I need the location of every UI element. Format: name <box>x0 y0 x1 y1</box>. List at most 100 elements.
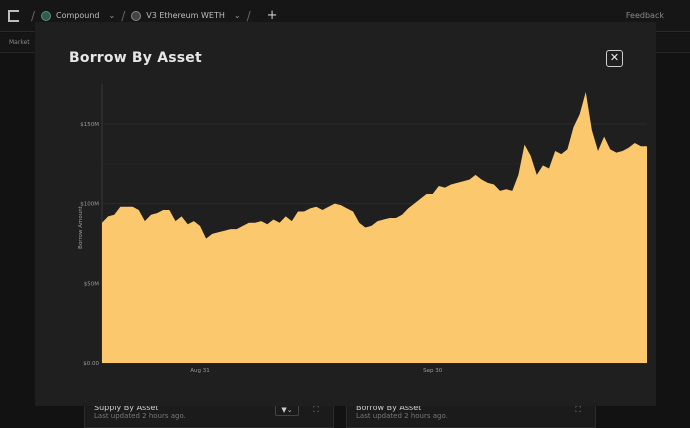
data-point[interactable] <box>634 142 635 143</box>
data-point[interactable] <box>175 221 176 222</box>
data-point[interactable] <box>181 216 182 217</box>
data-point[interactable] <box>536 174 537 175</box>
data-point[interactable] <box>248 222 249 223</box>
data-point[interactable] <box>475 174 476 175</box>
data-point[interactable] <box>561 154 562 155</box>
market-selector[interactable]: V3 Ethereum WETH ⌄ <box>131 10 241 21</box>
data-point[interactable] <box>506 189 507 190</box>
close-button[interactable]: ✕ <box>606 50 623 67</box>
data-point[interactable] <box>616 152 617 153</box>
data-point[interactable] <box>218 232 219 233</box>
data-point[interactable] <box>114 214 115 215</box>
data-point[interactable] <box>346 208 347 209</box>
data-point[interactable] <box>334 203 335 204</box>
data-point[interactable] <box>414 203 415 204</box>
data-point[interactable] <box>469 179 470 180</box>
data-point[interactable] <box>604 136 605 137</box>
data-point[interactable] <box>212 233 213 234</box>
data-point[interactable] <box>481 179 482 180</box>
data-point[interactable] <box>132 206 133 207</box>
subnav-market-tab[interactable]: Market <box>9 39 30 46</box>
data-point[interactable] <box>463 181 464 182</box>
data-point[interactable] <box>548 168 549 169</box>
data-point[interactable] <box>261 221 262 222</box>
data-point[interactable] <box>383 219 384 220</box>
data-point[interactable] <box>408 208 409 209</box>
data-point[interactable] <box>359 222 360 223</box>
data-point[interactable] <box>224 230 225 231</box>
data-point[interactable] <box>163 209 164 210</box>
data-point[interactable] <box>157 213 158 214</box>
data-point[interactable] <box>187 224 188 225</box>
borrow-series-area[interactable] <box>102 92 647 363</box>
data-point[interactable] <box>524 144 525 145</box>
data-point[interactable] <box>579 114 580 115</box>
data-point[interactable] <box>371 225 372 226</box>
data-point[interactable] <box>285 216 286 217</box>
data-point[interactable] <box>591 130 592 131</box>
data-point[interactable] <box>303 211 304 212</box>
data-point[interactable] <box>420 198 421 199</box>
data-point[interactable] <box>444 187 445 188</box>
data-point[interactable] <box>512 190 513 191</box>
data-point[interactable] <box>555 150 556 151</box>
data-point[interactable] <box>450 184 451 185</box>
data-point[interactable] <box>401 214 402 215</box>
data-point[interactable] <box>230 228 231 229</box>
data-point[interactable] <box>518 174 519 175</box>
data-point[interactable] <box>310 208 311 209</box>
data-point[interactable] <box>567 149 568 150</box>
data-point[interactable] <box>291 221 292 222</box>
data-point[interactable] <box>297 211 298 212</box>
data-point[interactable] <box>542 165 543 166</box>
data-point[interactable] <box>499 190 500 191</box>
data-point[interactable] <box>150 214 151 215</box>
feedback-link[interactable]: Feedback <box>625 11 664 20</box>
data-point[interactable] <box>622 150 623 151</box>
data-point[interactable] <box>395 217 396 218</box>
expand-icon[interactable]: ⛶ <box>313 405 319 414</box>
data-point[interactable] <box>206 238 207 239</box>
data-point[interactable] <box>640 146 641 147</box>
add-tab-button[interactable]: + <box>266 8 278 23</box>
expand-icon[interactable]: ⛶ <box>575 405 581 414</box>
data-point[interactable] <box>138 209 139 210</box>
data-point[interactable] <box>169 209 170 210</box>
data-point[interactable] <box>352 211 353 212</box>
data-point[interactable] <box>365 227 366 228</box>
data-point[interactable] <box>328 206 329 207</box>
data-point[interactable] <box>457 182 458 183</box>
data-point[interactable] <box>585 91 586 92</box>
app-logo-icon[interactable] <box>8 9 19 22</box>
data-point[interactable] <box>597 150 598 151</box>
data-point[interactable] <box>236 228 237 229</box>
data-point[interactable] <box>322 209 323 210</box>
data-point[interactable] <box>279 222 280 223</box>
data-point[interactable] <box>120 206 121 207</box>
data-point[interactable] <box>389 217 390 218</box>
data-point[interactable] <box>254 222 255 223</box>
data-point[interactable] <box>199 225 200 226</box>
data-point[interactable] <box>126 206 127 207</box>
data-point[interactable] <box>193 221 194 222</box>
data-point[interactable] <box>530 155 531 156</box>
data-point[interactable] <box>101 222 102 223</box>
data-point[interactable] <box>108 216 109 217</box>
data-point[interactable] <box>432 193 433 194</box>
data-point[interactable] <box>426 193 427 194</box>
data-point[interactable] <box>144 221 145 222</box>
data-point[interactable] <box>573 126 574 127</box>
data-point[interactable] <box>267 224 268 225</box>
data-point[interactable] <box>487 182 488 183</box>
data-point[interactable] <box>242 225 243 226</box>
data-point[interactable] <box>438 185 439 186</box>
data-point[interactable] <box>340 205 341 206</box>
data-point[interactable] <box>493 184 494 185</box>
data-point[interactable] <box>628 147 629 148</box>
data-point[interactable] <box>646 146 647 147</box>
data-point[interactable] <box>377 221 378 222</box>
data-point[interactable] <box>610 149 611 150</box>
data-point[interactable] <box>316 206 317 207</box>
protocol-selector[interactable]: Compound ⌄ <box>41 10 115 21</box>
data-point[interactable] <box>273 219 274 220</box>
